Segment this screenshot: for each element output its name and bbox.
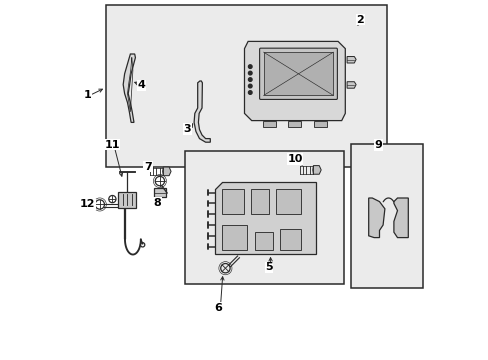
FancyBboxPatch shape (254, 232, 272, 250)
FancyBboxPatch shape (288, 121, 301, 127)
FancyBboxPatch shape (350, 144, 422, 288)
Text: 7: 7 (144, 162, 152, 172)
FancyBboxPatch shape (222, 225, 247, 250)
Text: 1: 1 (84, 90, 92, 100)
Polygon shape (393, 198, 407, 238)
FancyBboxPatch shape (118, 192, 136, 208)
Text: 10: 10 (286, 154, 302, 164)
FancyBboxPatch shape (263, 121, 276, 127)
Polygon shape (312, 166, 321, 174)
Text: 5: 5 (264, 262, 272, 273)
Circle shape (248, 78, 251, 81)
Polygon shape (346, 57, 355, 63)
Polygon shape (346, 82, 355, 88)
FancyBboxPatch shape (263, 52, 333, 95)
Circle shape (248, 84, 251, 88)
Circle shape (248, 71, 251, 75)
FancyBboxPatch shape (313, 121, 326, 127)
Text: 11: 11 (104, 140, 120, 150)
Circle shape (248, 91, 251, 94)
Text: 2: 2 (356, 15, 364, 25)
Polygon shape (163, 167, 171, 176)
Polygon shape (194, 81, 210, 142)
FancyBboxPatch shape (279, 229, 301, 250)
Text: 12: 12 (79, 199, 95, 210)
FancyBboxPatch shape (259, 48, 337, 99)
Text: 4: 4 (137, 80, 145, 90)
Polygon shape (244, 41, 345, 121)
Text: 6: 6 (214, 303, 222, 313)
Polygon shape (368, 198, 384, 238)
Polygon shape (123, 54, 135, 122)
FancyBboxPatch shape (276, 189, 301, 214)
FancyBboxPatch shape (222, 189, 244, 214)
Text: 8: 8 (153, 198, 161, 208)
FancyBboxPatch shape (106, 5, 386, 167)
Polygon shape (215, 182, 315, 254)
FancyBboxPatch shape (185, 151, 343, 284)
FancyBboxPatch shape (250, 189, 268, 214)
Circle shape (248, 65, 251, 68)
Text: 9: 9 (374, 140, 382, 150)
FancyBboxPatch shape (154, 188, 165, 197)
Text: 3: 3 (183, 124, 191, 134)
